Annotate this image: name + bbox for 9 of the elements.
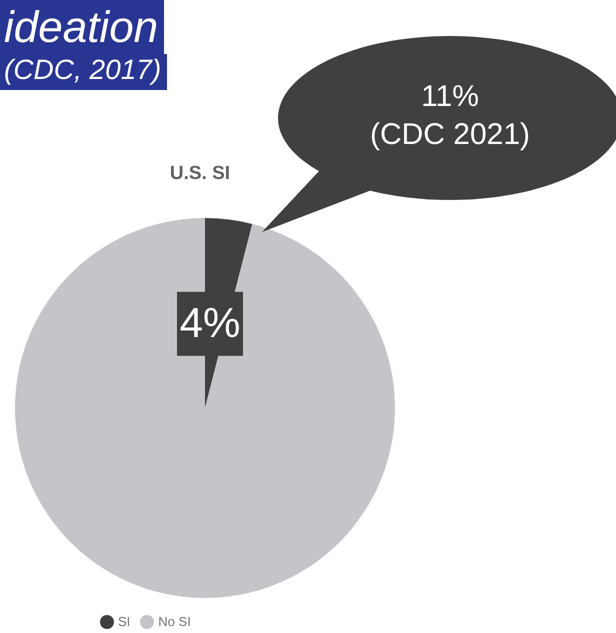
text: (CDC, 2017) bbox=[0, 54, 168, 90]
text: ideation bbox=[0, 0, 164, 54]
text: (CDC 2021) bbox=[368, 116, 532, 152]
legend-label: SI bbox=[118, 614, 130, 629]
chart-title: U.S. SI bbox=[168, 163, 232, 185]
legend-label: No SI bbox=[158, 614, 191, 629]
pie-slice bbox=[15, 218, 395, 598]
data-label: 4% bbox=[180, 298, 240, 346]
text: 11% bbox=[420, 79, 480, 115]
